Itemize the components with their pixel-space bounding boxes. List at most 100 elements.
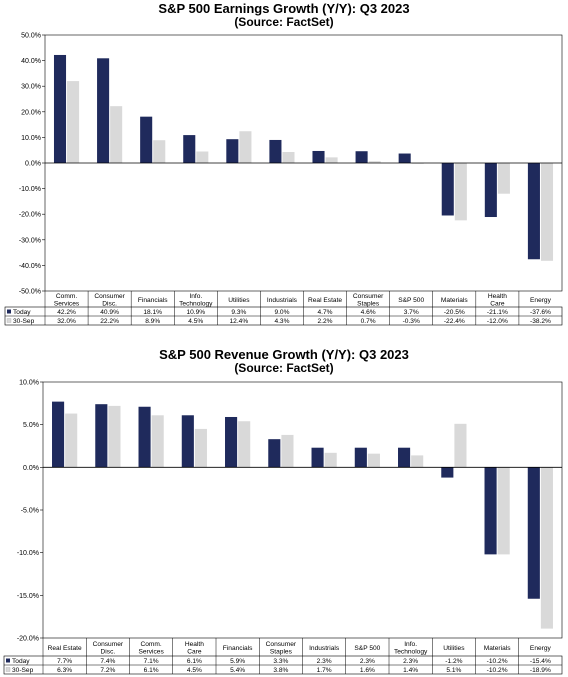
bar-30sep-8 xyxy=(368,161,381,163)
y-tick-label: -15.0% xyxy=(17,593,39,600)
data-table-value: 1.7% xyxy=(317,667,332,674)
y-tick-label: 20.0% xyxy=(21,109,41,116)
legend-series-name: Today xyxy=(13,309,31,316)
bar-30sep-2 xyxy=(110,106,123,163)
data-table-value: -22.4% xyxy=(444,318,465,325)
data-table-value: -20.5% xyxy=(444,309,465,316)
data-table-value: 7.4% xyxy=(100,658,115,665)
legend-key-today xyxy=(7,309,11,314)
category-label: Info. Technology xyxy=(394,641,428,656)
data-table-value: 5.9% xyxy=(230,658,245,665)
bar-today-5 xyxy=(225,416,238,468)
data-table-value: 2.3% xyxy=(403,658,418,665)
category-label: Utilities xyxy=(228,297,250,304)
bar-today-3 xyxy=(138,406,151,468)
data-table-value: 6.1% xyxy=(144,667,159,674)
bar-30sep-5 xyxy=(239,131,252,163)
bar-30sep-7 xyxy=(325,157,338,163)
y-tick-label: 5.0% xyxy=(23,422,39,429)
bar-today-2 xyxy=(97,58,110,163)
bar-today-6 xyxy=(268,439,281,468)
bar-today-10 xyxy=(441,467,454,478)
category-label: Real Estate xyxy=(308,297,342,304)
category-label: Industrials xyxy=(267,297,298,304)
bar-today-1 xyxy=(52,401,65,468)
bar-today-9 xyxy=(398,447,411,468)
category-label: Consumer Disc. xyxy=(93,641,124,656)
category-label: Financials xyxy=(223,645,253,652)
data-table-value: 0.7% xyxy=(361,318,376,325)
data-table-value: 6.3% xyxy=(57,667,72,674)
bar-today-9 xyxy=(398,153,411,163)
data-table-value: 9.3% xyxy=(231,309,246,316)
data-table-value: 3.3% xyxy=(273,658,288,665)
chart-subtitle: (Source: FactSet) xyxy=(234,15,334,29)
y-tick-label: 30.0% xyxy=(21,84,41,91)
bar-today-7 xyxy=(311,447,324,468)
category-label: Energy xyxy=(530,645,552,652)
category-label: S&P 500 xyxy=(354,645,380,652)
data-table-value: 7.7% xyxy=(57,658,72,665)
bar-today-1 xyxy=(53,54,67,163)
data-table-value: -12.0% xyxy=(487,318,508,325)
bar-30sep-6 xyxy=(282,151,295,163)
data-table-value: -10.2% xyxy=(487,667,508,674)
data-table-value: 2.3% xyxy=(317,658,332,665)
bar-today-11 xyxy=(484,163,497,218)
y-tick-label: 50.0% xyxy=(21,33,41,40)
y-tick-label: -10.0% xyxy=(17,550,39,557)
data-table-value: 1.4% xyxy=(403,667,418,674)
data-table-value: 1.6% xyxy=(360,667,375,674)
bar-today-6 xyxy=(269,139,282,163)
plot-frame xyxy=(42,381,563,639)
bar-today-12 xyxy=(527,467,540,599)
category-label: Consumer Staples xyxy=(353,293,384,308)
data-table-value: -0.3% xyxy=(403,318,420,325)
data-table-value: -10.2% xyxy=(487,658,508,665)
bar-30sep-6 xyxy=(281,434,294,468)
chart-title: S&P 500 Revenue Growth (Y/Y): Q3 2023 xyxy=(159,347,409,362)
category-label: Materials xyxy=(484,645,511,652)
data-table-value: 32.0% xyxy=(57,318,76,325)
bar-today-11 xyxy=(484,467,497,555)
bar-30sep-8 xyxy=(367,453,380,468)
bar-30sep-1 xyxy=(65,413,78,468)
bar-30sep-12 xyxy=(540,163,554,261)
y-tick-label: 0.0% xyxy=(25,161,41,168)
data-table-value: 4.6% xyxy=(361,309,376,316)
bar-30sep-12 xyxy=(540,467,553,629)
legend-key-30sep xyxy=(6,318,12,323)
y-tick-label: -10.0% xyxy=(19,186,41,193)
bar-30sep-5 xyxy=(238,421,251,468)
legend-key-30sep xyxy=(5,667,11,672)
legend-series-name: 30-Sep xyxy=(12,667,34,674)
bar-today-8 xyxy=(355,151,368,163)
bar-30sep-10 xyxy=(454,423,467,468)
data-table-value: -18.9% xyxy=(530,667,551,674)
y-tick-label: 40.0% xyxy=(21,58,41,65)
data-table-value: 12.4% xyxy=(230,318,249,325)
bar-today-2 xyxy=(95,404,108,468)
category-label: Consumer Disc. xyxy=(94,293,125,308)
legend-series-name: 30-Sep xyxy=(13,318,35,325)
y-tick-label: -20.0% xyxy=(19,212,41,219)
data-table-value: 40.9% xyxy=(100,309,119,316)
revenue-growth-plot: 10.0% 5.0% 0.0% -5.0% -10.0% -15.0% -20.0% Real… xyxy=(3,380,563,675)
bar-30sep-9 xyxy=(411,455,424,468)
category-label: Utilities xyxy=(443,645,465,652)
category-label: Real Estate xyxy=(48,645,82,652)
data-table-value: -21.1% xyxy=(487,309,508,316)
y-tick-label: -5.0% xyxy=(21,508,39,515)
data-table-value: -37.6% xyxy=(530,309,551,316)
bar-today-4 xyxy=(181,415,194,468)
bar-30sep-11 xyxy=(497,467,510,555)
data-table-value: 3.8% xyxy=(273,667,288,674)
data-table-value: 22.2% xyxy=(100,318,119,325)
category-label: Energy xyxy=(530,297,552,304)
data-table-value: 3.7% xyxy=(404,309,419,316)
legend-series-name: Today xyxy=(12,658,30,665)
data-table-value: 5.1% xyxy=(446,667,461,674)
chart-title: S&P 500 Earnings Growth (Y/Y): Q3 2023 xyxy=(158,1,410,16)
revenue-growth-chart: S&P 500 Revenue Growth (Y/Y): Q3 2023 (S… xyxy=(0,344,568,677)
earnings-growth-chart: S&P 500 Earnings Growth (Y/Y): Q3 2023 (… xyxy=(0,0,568,326)
